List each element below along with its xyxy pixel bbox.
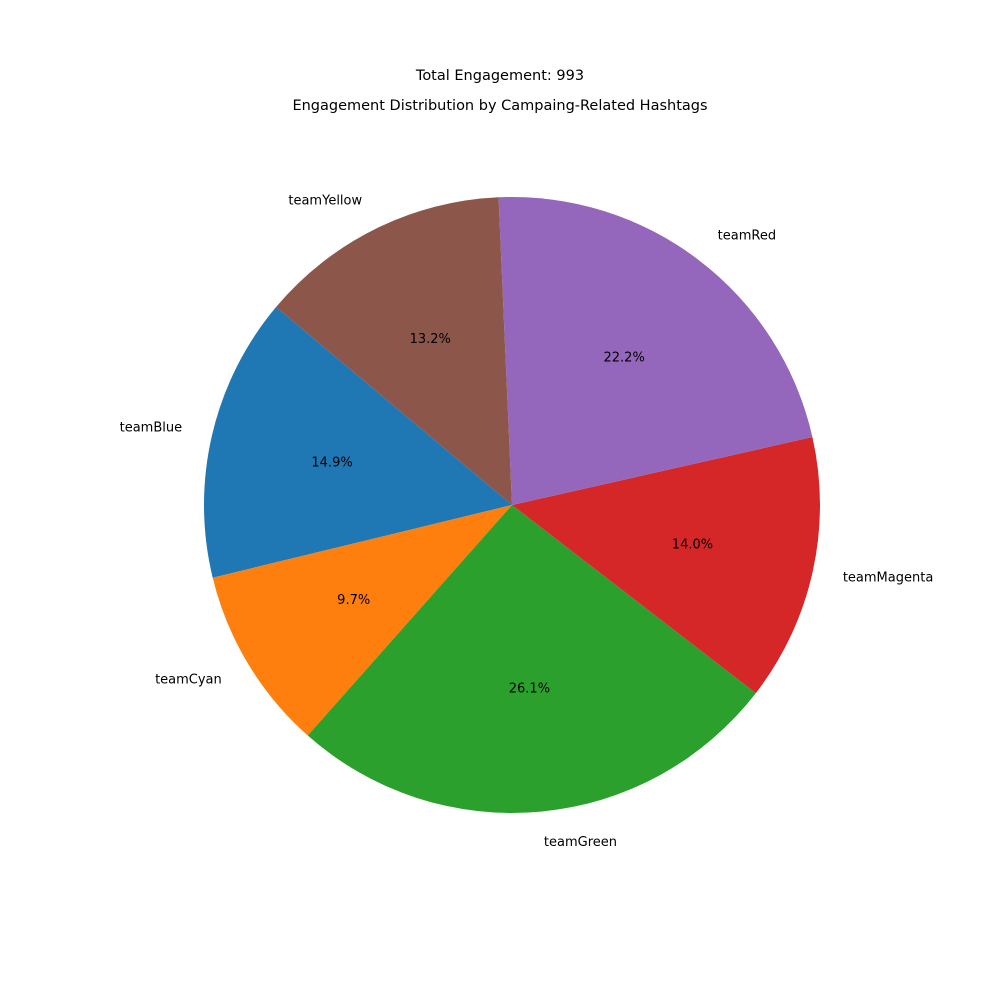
slice-label-teamBlue: teamBlue	[120, 420, 183, 435]
slice-pct-teamRed: 22.2%	[604, 351, 645, 366]
pie-slice-teamRed	[498, 196, 813, 505]
pie-slice-teamBlue	[204, 307, 512, 578]
slice-label-teamMagenta: teamMagenta	[843, 571, 933, 586]
slice-pct-teamGreen: 26.1%	[509, 681, 550, 696]
pie-slice-teamMagenta	[512, 437, 820, 694]
chart-suptitle: Total Engagement: 993	[415, 68, 585, 84]
pie-slice-teamCyan	[212, 505, 512, 736]
chart-title: Engagement Distribution by Campaing-Rela…	[292, 98, 708, 114]
slice-label-teamGreen: teamGreen	[544, 835, 617, 850]
slice-label-teamCyan: teamCyan	[155, 672, 222, 687]
slice-label-teamRed: teamRed	[718, 228, 776, 243]
slice-pct-teamCyan: 9.7%	[337, 593, 370, 608]
slice-pct-teamMagenta: 14.0%	[672, 537, 713, 552]
slice-pct-teamBlue: 14.9%	[311, 455, 352, 470]
pie-slice-teamGreen	[307, 505, 756, 813]
slice-label-teamYellow: teamYellow	[288, 194, 362, 209]
pie-slice-teamYellow	[276, 197, 512, 505]
slice-pct-teamYellow: 13.2%	[410, 332, 451, 347]
